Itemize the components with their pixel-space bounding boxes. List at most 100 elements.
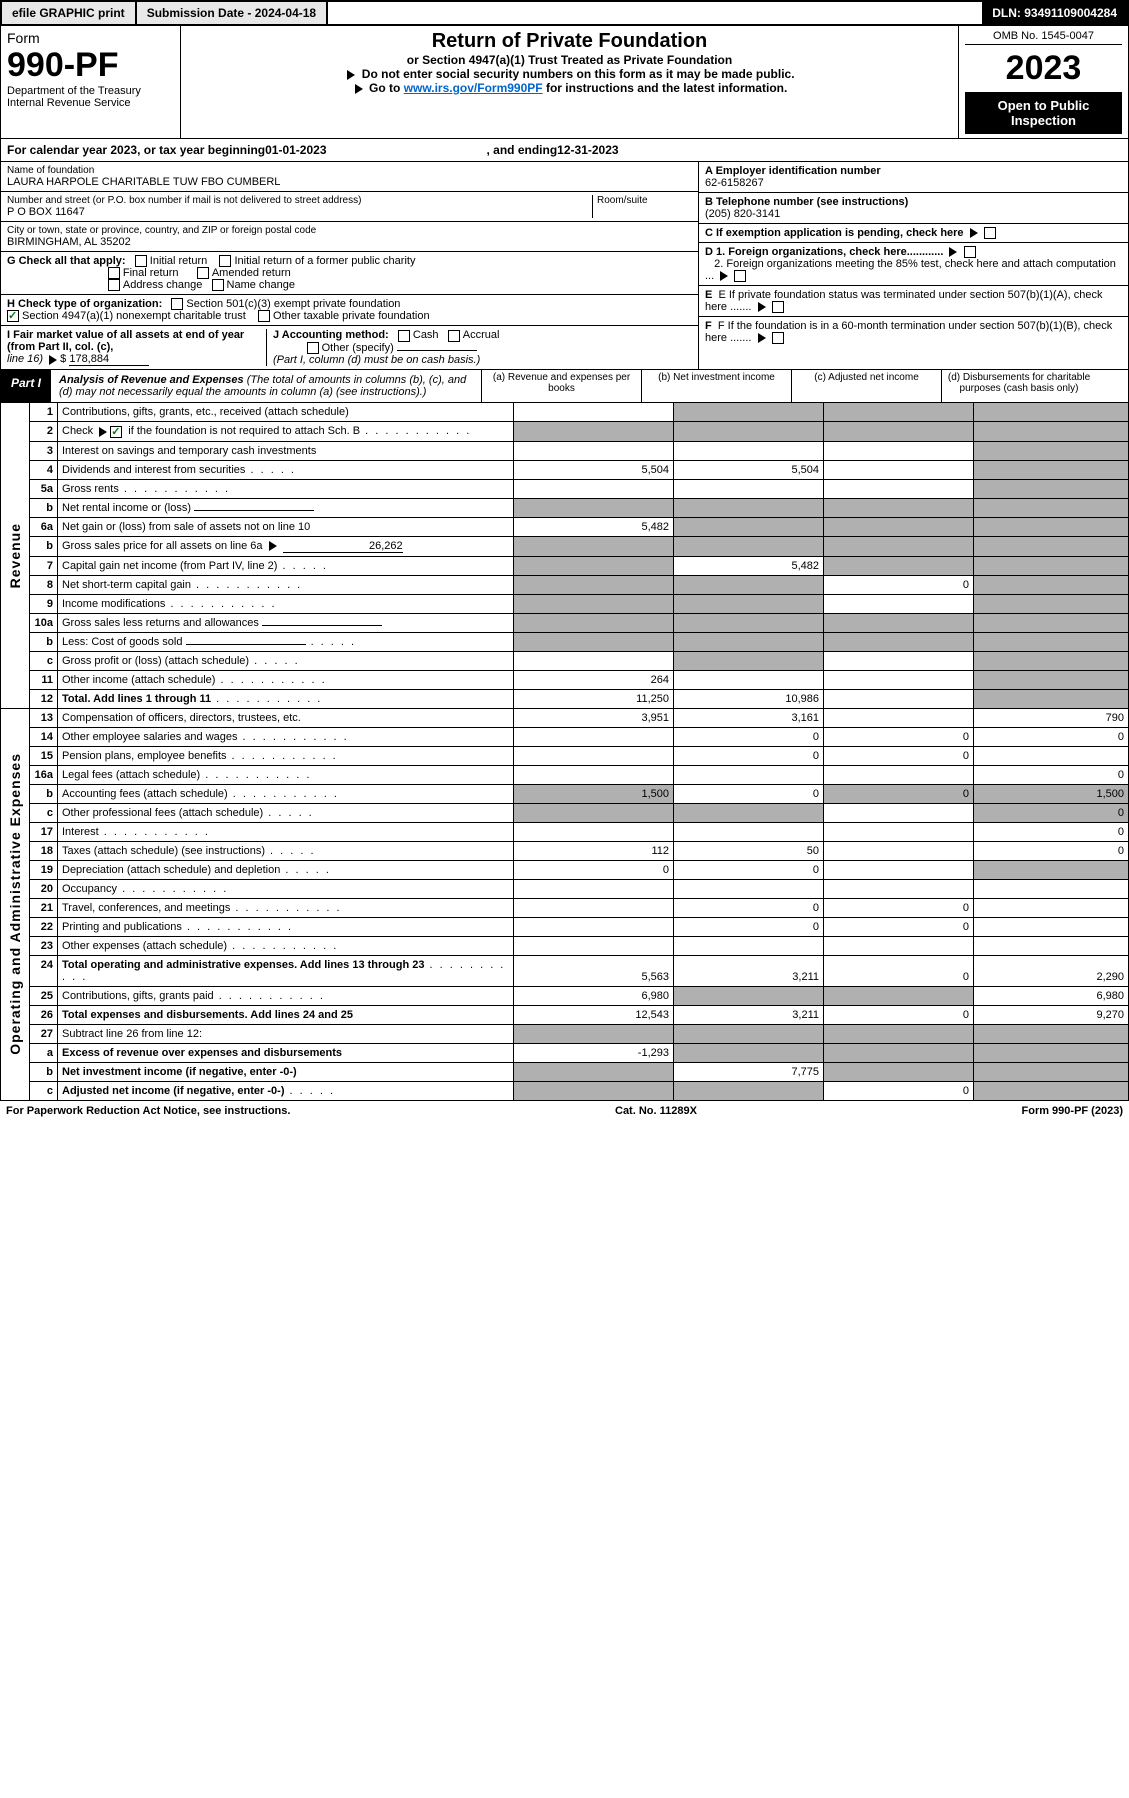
table-row: 24Total operating and administrative exp…	[1, 955, 1129, 986]
irs-link[interactable]: www.irs.gov/Form990PF	[404, 81, 543, 95]
triangle-icon	[347, 70, 355, 80]
table-row: 23Other expenses (attach schedule)	[1, 936, 1129, 955]
telephone: (205) 820-3141	[705, 208, 780, 220]
table-row: cOther professional fees (attach schedul…	[1, 803, 1129, 822]
box-j: J Accounting method: Cash Accrual Other …	[267, 329, 692, 366]
table-row: 4Dividends and interest from securities5…	[1, 460, 1129, 479]
room-suite: Room/suite	[592, 195, 692, 218]
table-row: 5aGross rents	[1, 479, 1129, 498]
table-row: 3Interest on savings and temporary cash …	[1, 441, 1129, 460]
triangle-icon	[49, 355, 57, 365]
ssn-note: Do not enter social security numbers on …	[191, 67, 948, 81]
box-i: I Fair market value of all assets at end…	[7, 329, 267, 366]
table-row: 9Income modifications	[1, 594, 1129, 613]
efile-print-button[interactable]: efile GRAPHIC print	[2, 2, 137, 24]
revenue-side-label: Revenue	[5, 513, 25, 598]
checkbox-schb[interactable]	[110, 426, 122, 438]
part1-table: Revenue1Contributions, gifts, grants, et…	[0, 403, 1129, 1100]
city-state-zip: BIRMINGHAM, AL 35202	[7, 236, 692, 248]
omb-number: OMB No. 1545-0047	[965, 30, 1122, 45]
foundation-name: LAURA HARPOLE CHARITABLE TUW FBO CUMBERL	[7, 176, 692, 188]
part1-label: Part I	[1, 370, 51, 402]
col-d-header: (d) Disbursements for charitable purpose…	[941, 370, 1096, 402]
table-row: 7Capital gain net income (from Part IV, …	[1, 556, 1129, 575]
irs: Internal Revenue Service	[7, 97, 174, 109]
identity-block: Name of foundationLAURA HARPOLE CHARITAB…	[0, 162, 1129, 370]
checkbox-4947[interactable]	[7, 310, 19, 322]
page-footer: For Paperwork Reduction Act Notice, see …	[0, 1101, 1129, 1121]
triangle-icon	[355, 84, 363, 94]
checkbox-e[interactable]	[772, 301, 784, 313]
table-row: 8Net short-term capital gain0	[1, 575, 1129, 594]
calendar-year-row: For calendar year 2023, or tax year begi…	[0, 139, 1129, 162]
form-label: Form	[7, 30, 174, 46]
checkbox-d1[interactable]	[964, 246, 976, 258]
col-c-header: (c) Adjusted net income	[791, 370, 941, 402]
table-row: 11Other income (attach schedule)264	[1, 670, 1129, 689]
checkbox-d2[interactable]	[734, 270, 746, 282]
form-header: Form 990-PF Department of the Treasury I…	[0, 26, 1129, 139]
table-row: cGross profit or (loss) (attach schedule…	[1, 651, 1129, 670]
checkbox-name-change[interactable]	[212, 279, 224, 291]
table-row: 27Subtract line 26 from line 12:	[1, 1024, 1129, 1043]
table-row: 22Printing and publications00	[1, 917, 1129, 936]
table-row: 10aGross sales less returns and allowanc…	[1, 613, 1129, 632]
checkbox-other-method[interactable]	[307, 342, 319, 354]
box-d: D 1. Foreign organizations, check here..…	[699, 243, 1128, 286]
table-row: Operating and Administrative Expenses13C…	[1, 708, 1129, 727]
form-title: Return of Private Foundation	[191, 30, 948, 53]
paperwork-notice: For Paperwork Reduction Act Notice, see …	[6, 1105, 290, 1117]
table-row: bAccounting fees (attach schedule)1,5000…	[1, 784, 1129, 803]
table-row: 14Other employee salaries and wages000	[1, 727, 1129, 746]
part1-header: Part I Analysis of Revenue and Expenses …	[0, 370, 1129, 403]
goto-note: Go to www.irs.gov/Form990PF for instruct…	[191, 81, 948, 95]
table-row: bLess: Cost of goods sold	[1, 632, 1129, 651]
checkbox-c[interactable]	[984, 227, 996, 239]
checkbox-cash[interactable]	[398, 330, 410, 342]
fmv-value: 178,884	[69, 353, 149, 366]
checkbox-initial-public[interactable]	[219, 255, 231, 267]
box-c: C If exemption application is pending, c…	[699, 224, 1128, 243]
col-a-header: (a) Revenue and expenses per books	[481, 370, 641, 402]
dln: DLN: 93491109004284	[982, 2, 1127, 24]
table-row: bGross sales price for all assets on lin…	[1, 536, 1129, 556]
dept-treasury: Department of the Treasury	[7, 85, 174, 97]
checkbox-f[interactable]	[772, 332, 784, 344]
form-number: 990-PF	[7, 46, 174, 85]
table-row: 19Depreciation (attach schedule) and dep…	[1, 860, 1129, 879]
checkbox-address-change[interactable]	[108, 279, 120, 291]
checkbox-other-taxable[interactable]	[258, 310, 270, 322]
tax-year: 2023	[965, 49, 1122, 88]
box-h: H Check type of organization: Section 50…	[1, 295, 698, 326]
col-b-header: (b) Net investment income	[641, 370, 791, 402]
table-row: 21Travel, conferences, and meetings00	[1, 898, 1129, 917]
table-row: cAdjusted net income (if negative, enter…	[1, 1081, 1129, 1100]
address: P O BOX 11647	[7, 206, 592, 218]
top-bar: efile GRAPHIC print Submission Date - 20…	[0, 0, 1129, 26]
catalog-number: Cat. No. 11289X	[615, 1105, 697, 1117]
checkbox-amended[interactable]	[197, 267, 209, 279]
table-row: 18Taxes (attach schedule) (see instructi…	[1, 841, 1129, 860]
open-public-badge: Open to Public Inspection	[965, 92, 1122, 134]
form-footer: Form 990-PF (2023)	[1022, 1105, 1123, 1117]
table-row: 15Pension plans, employee benefits00	[1, 746, 1129, 765]
table-row: bNet investment income (if negative, ent…	[1, 1062, 1129, 1081]
submission-date: Submission Date - 2024-04-18	[137, 2, 328, 24]
table-row: 12Total. Add lines 1 through 1111,25010,…	[1, 689, 1129, 708]
checkbox-final-return[interactable]	[108, 267, 120, 279]
table-row: 20Occupancy	[1, 879, 1129, 898]
checkbox-accrual[interactable]	[448, 330, 460, 342]
checkbox-501c3[interactable]	[171, 298, 183, 310]
table-row: 26Total expenses and disbursements. Add …	[1, 1005, 1129, 1024]
box-f: F F If the foundation is in a 60-month t…	[699, 317, 1128, 347]
table-row: bNet rental income or (loss)	[1, 498, 1129, 517]
checkbox-initial-return[interactable]	[135, 255, 147, 267]
table-row: 2Check if the foundation is not required…	[1, 422, 1129, 441]
box-e: E E If private foundation status was ter…	[699, 286, 1128, 317]
table-row: aExcess of revenue over expenses and dis…	[1, 1043, 1129, 1062]
ein: 62-6158267	[705, 177, 764, 189]
form-subtitle: or Section 4947(a)(1) Trust Treated as P…	[191, 53, 948, 67]
table-row: 25Contributions, gifts, grants paid6,980…	[1, 986, 1129, 1005]
table-row: 16aLegal fees (attach schedule)0	[1, 765, 1129, 784]
table-row: 17Interest0	[1, 822, 1129, 841]
